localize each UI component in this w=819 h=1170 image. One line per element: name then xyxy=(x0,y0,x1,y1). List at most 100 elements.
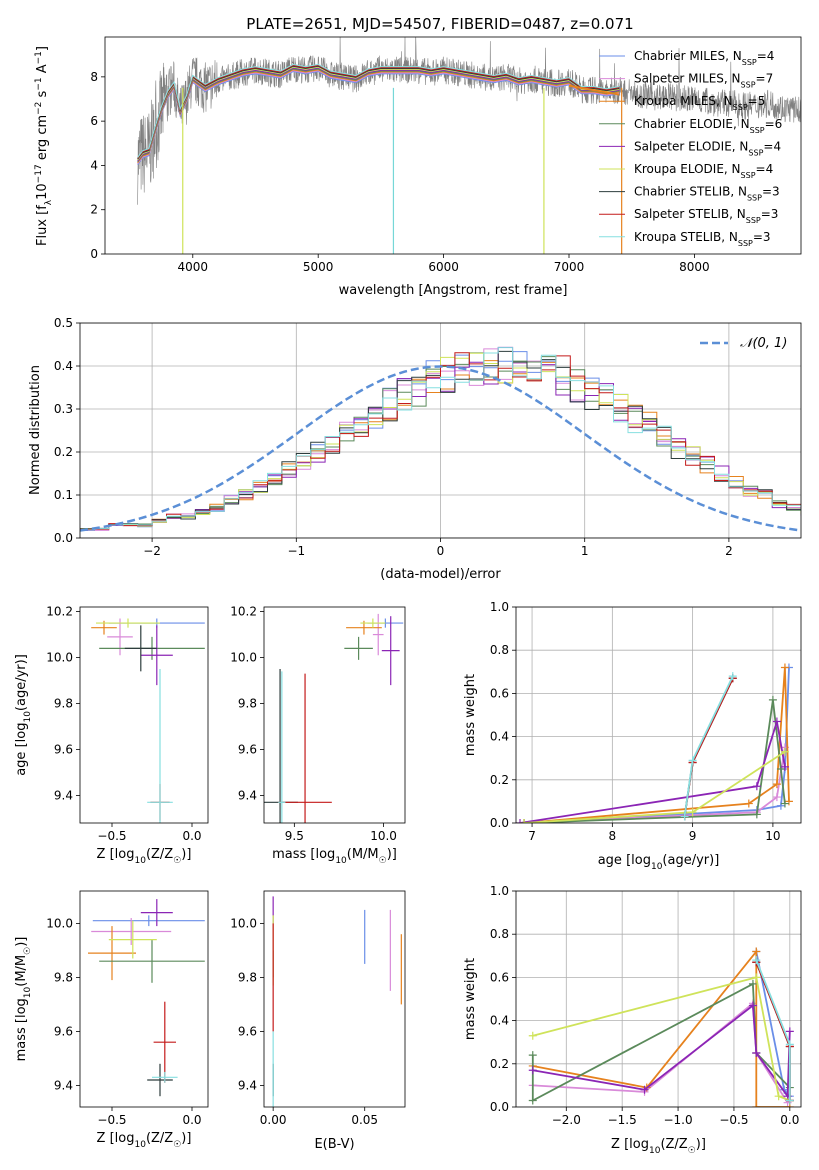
residuals-xlabel: (data-model)/error xyxy=(380,567,501,582)
y-tick-label: 2 xyxy=(90,203,98,217)
mass-vs-z-ylabel: mass [log10(M/M☉)] xyxy=(14,937,33,1062)
weight-vs-age-ylabel: mass weight xyxy=(463,674,478,756)
x-tick-label: 10.0 xyxy=(370,829,397,843)
weight-marker xyxy=(528,1096,537,1105)
normal-curve xyxy=(80,365,801,532)
axes-frame xyxy=(79,606,209,824)
weight-marker xyxy=(752,810,761,819)
weight-line-4 xyxy=(532,1003,791,1099)
y-tick-label: 9.6 xyxy=(238,1024,257,1038)
x-tick-label: 8 xyxy=(609,829,617,843)
x-tick-label: 0.05 xyxy=(351,1113,378,1127)
y-tick-label: 9.4 xyxy=(54,788,73,802)
spectrum-model-line-6 xyxy=(137,65,620,160)
axes-frame xyxy=(79,322,802,539)
y-tick-label: 0.5 xyxy=(54,316,73,330)
legend-entry-label: Chabrier STELIB, NSSP=3 xyxy=(634,185,780,203)
weight-marker xyxy=(752,956,761,965)
y-tick-label: 9.8 xyxy=(238,697,257,711)
plot-area-weight-vs-z xyxy=(516,891,801,1107)
age-vs-mass-xlabel: mass [log10(M/M☉)] xyxy=(272,847,397,866)
weight-marker xyxy=(785,1040,794,1049)
y-tick-label: 0.2 xyxy=(54,445,73,459)
spectrum-xlabel: wavelength [Angstrom, rest frame] xyxy=(339,283,568,298)
y-tick-label: 0.6 xyxy=(490,686,509,700)
y-tick-label: 9.8 xyxy=(54,697,73,711)
y-tick-label: 0.8 xyxy=(490,927,509,941)
weight-marker xyxy=(785,1096,794,1105)
weight-line-4 xyxy=(519,721,786,823)
histogram-series-6 xyxy=(80,350,801,530)
y-tick-label: 10.2 xyxy=(46,605,73,619)
x-tick-label: 7 xyxy=(528,829,536,843)
histogram-series-0 xyxy=(80,351,801,530)
x-tick-label: 0.0 xyxy=(780,1113,799,1127)
x-tick-label: 0.00 xyxy=(260,1113,287,1127)
x-tick-label: 10 xyxy=(765,829,780,843)
axes-frame xyxy=(79,890,209,1108)
x-tick-label: 6000 xyxy=(428,260,459,274)
y-tick-label: 6 xyxy=(90,114,98,128)
y-tick-label: 10.0 xyxy=(46,916,73,930)
weight-marker xyxy=(780,762,789,771)
residuals-ylabel: Normed distribution xyxy=(28,365,43,495)
y-tick-label: 0.0 xyxy=(54,531,73,545)
x-tick-label: 0 xyxy=(437,544,445,558)
axes-weight-vs-age: 7 8 9 10 0.0 0.2 0.4 0.6 0.8 1.0 age [log10(age/yr… xyxy=(463,600,802,872)
weight-marker xyxy=(780,799,789,808)
weight-marker xyxy=(772,717,781,726)
y-tick-label: 0 xyxy=(90,247,98,261)
figure-title: PLATE=2651, MJD=54507, FIBERID=0487, z=0… xyxy=(246,15,633,33)
x-tick-label: 7000 xyxy=(554,260,585,274)
y-tick-label: 0.4 xyxy=(490,1014,509,1028)
legend-entry-label: Salpeter MILES, NSSP=7 xyxy=(634,72,773,90)
legend-entry-label: Salpeter STELIB, NSSP=3 xyxy=(634,207,778,225)
legend-entry-label: Kroupa MILES, NSSP=5 xyxy=(634,94,765,112)
weight-marker xyxy=(776,801,785,810)
axes-weight-vs-z: −2.0 −1.5 −1.0 −0.5 0.0 0.0 0.2 0.4 0.6 0.8 1.0 Z [… xyxy=(463,884,802,1156)
x-tick-label: 8000 xyxy=(679,260,710,274)
plot-area-age-vs-mass xyxy=(264,613,404,823)
weight-marker xyxy=(776,765,785,773)
histogram-series-8 xyxy=(80,347,801,531)
y-tick-label: 1.0 xyxy=(490,884,509,898)
plot-area-mass-vs-ebv xyxy=(272,896,402,1107)
y-tick-label: 0.2 xyxy=(490,773,509,787)
legend-entry-label: Salpeter ELODIE, NSSP=4 xyxy=(634,139,781,157)
plot-area-spectrum xyxy=(137,37,801,254)
y-tick-label: 0.0 xyxy=(490,816,509,830)
spectrum-model-line-5 xyxy=(137,66,620,161)
x-tick-label: 4000 xyxy=(178,260,209,274)
axes-frame xyxy=(263,890,406,1108)
axes-frame xyxy=(515,890,802,1108)
weight-marker xyxy=(688,808,697,817)
weight-marker xyxy=(744,799,753,808)
weight-marker xyxy=(774,1092,783,1101)
weight-marker xyxy=(748,979,757,988)
plot-area-age-vs-z xyxy=(91,618,205,823)
legend-entry-label: Chabrier ELODIE, NSSP=6 xyxy=(634,117,782,135)
weight-marker xyxy=(728,672,737,681)
x-tick-label: −1 xyxy=(287,544,305,558)
weight-marker xyxy=(748,1001,757,1010)
weight-marker xyxy=(752,947,761,956)
weight-marker xyxy=(780,663,789,672)
y-tick-label: 9.6 xyxy=(54,742,73,756)
x-tick-label: −0.5 xyxy=(97,1113,126,1127)
age-vs-z-ylabel: age [log10(age/yr)] xyxy=(14,654,33,776)
y-tick-label: 9.8 xyxy=(54,970,73,984)
mass-vs-ebv-xlabel: E(B-V) xyxy=(314,1137,354,1152)
y-tick-label: 9.6 xyxy=(54,1024,73,1038)
weight-marker xyxy=(680,812,689,821)
weight-marker xyxy=(528,1066,537,1075)
axes-residuals: −2 −1 0 1 2 0.0 0.1 0.2 0.3 0.4 0.5 𝒩(0, 1) (data-mo… xyxy=(28,316,802,582)
y-tick-label: 0.1 xyxy=(54,488,73,502)
weight-marker xyxy=(688,756,697,765)
weight-marker xyxy=(752,782,761,791)
axes-age-vs-z: −0.5 0.0 9.4 9.6 9.8 10.0 10.2 Z [log10(Z/Z☉)] a… xyxy=(14,605,209,866)
x-tick-label: −1.5 xyxy=(608,1113,637,1127)
histogram-series-4 xyxy=(80,346,801,531)
y-tick-label: 10.0 xyxy=(230,916,257,930)
weight-marker xyxy=(772,793,781,802)
